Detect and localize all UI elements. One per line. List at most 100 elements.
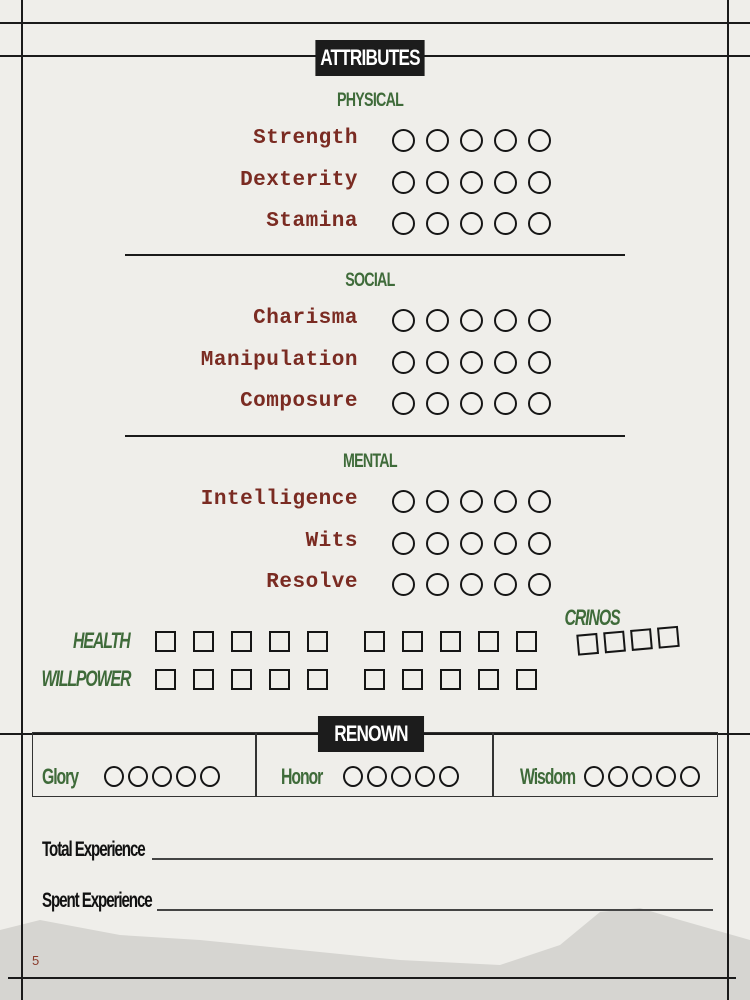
checkbox[interactable] xyxy=(155,669,176,690)
dot[interactable] xyxy=(528,129,551,152)
dot[interactable] xyxy=(392,573,415,596)
checkbox[interactable] xyxy=(440,669,461,690)
checkbox[interactable] xyxy=(364,669,385,690)
dot[interactable] xyxy=(392,531,415,555)
dot[interactable] xyxy=(528,212,551,235)
checkbox[interactable] xyxy=(516,669,537,690)
dot[interactable] xyxy=(494,350,517,374)
dot[interactable] xyxy=(460,573,483,596)
dot[interactable] xyxy=(528,170,551,194)
section-heading-social: SOCIAL xyxy=(0,270,740,292)
spent-experience-label: Spent Experience xyxy=(42,889,153,912)
dot[interactable] xyxy=(460,392,483,415)
dot[interactable] xyxy=(367,766,387,787)
dot[interactable] xyxy=(426,392,449,415)
dot[interactable] xyxy=(426,490,449,513)
dot[interactable] xyxy=(426,170,449,194)
checkbox[interactable] xyxy=(193,631,214,652)
dot[interactable] xyxy=(392,129,415,152)
dot[interactable] xyxy=(608,766,628,787)
checkbox[interactable] xyxy=(307,669,328,690)
dot[interactable] xyxy=(426,531,449,555)
dot[interactable] xyxy=(392,309,415,332)
dot[interactable] xyxy=(494,531,517,555)
dot[interactable] xyxy=(426,309,449,332)
dot[interactable] xyxy=(176,766,196,787)
section-heading-text: SOCIAL xyxy=(345,270,395,291)
renown-dots-honor xyxy=(343,766,459,787)
checkbox[interactable] xyxy=(402,669,423,690)
dot[interactable] xyxy=(460,350,483,374)
checkbox[interactable] xyxy=(364,631,385,652)
dot[interactable] xyxy=(494,490,517,513)
dot[interactable] xyxy=(656,766,676,787)
dot[interactable] xyxy=(392,490,415,513)
spent-experience-field[interactable] xyxy=(157,909,713,911)
dot[interactable] xyxy=(460,212,483,235)
checkbox[interactable] xyxy=(516,631,537,652)
checkbox[interactable] xyxy=(478,669,499,690)
dot[interactable] xyxy=(200,766,220,787)
dot[interactable] xyxy=(391,766,411,787)
dot[interactable] xyxy=(528,309,551,332)
total-experience-label: Total Experience xyxy=(42,838,146,861)
attribute-dots-stamina xyxy=(392,212,551,235)
health-label: HEALTH xyxy=(73,628,131,653)
dot[interactable] xyxy=(392,212,415,235)
checkbox[interactable] xyxy=(269,631,290,652)
checkbox[interactable] xyxy=(231,631,252,652)
checkbox[interactable] xyxy=(269,669,290,690)
total-experience-field[interactable] xyxy=(152,858,713,860)
attribute-label-stamina: Stamina xyxy=(266,210,358,233)
dot[interactable] xyxy=(104,766,124,787)
checkbox[interactable] xyxy=(603,630,626,654)
dot[interactable] xyxy=(128,766,148,787)
dot[interactable] xyxy=(426,573,449,596)
dot[interactable] xyxy=(528,490,551,513)
checkbox[interactable] xyxy=(630,628,653,651)
dot[interactable] xyxy=(415,766,435,787)
dot[interactable] xyxy=(494,309,517,332)
checkbox[interactable] xyxy=(576,632,600,656)
dot[interactable] xyxy=(392,392,415,415)
dot[interactable] xyxy=(460,309,483,332)
dot[interactable] xyxy=(528,531,551,555)
checkbox[interactable] xyxy=(478,631,499,652)
dot[interactable] xyxy=(426,350,449,374)
dot[interactable] xyxy=(528,392,551,415)
checkbox[interactable] xyxy=(656,625,680,649)
attribute-label-charisma: Charisma xyxy=(253,307,358,330)
checkbox[interactable] xyxy=(440,631,461,652)
dot[interactable] xyxy=(494,392,517,415)
dot[interactable] xyxy=(426,129,449,152)
checkbox[interactable] xyxy=(307,631,328,652)
dot[interactable] xyxy=(343,766,363,787)
attribute-dots-dexterity xyxy=(392,170,551,194)
dot[interactable] xyxy=(528,573,551,596)
checkbox[interactable] xyxy=(193,669,214,690)
dot[interactable] xyxy=(528,350,551,374)
dot[interactable] xyxy=(426,212,449,235)
checkbox[interactable] xyxy=(155,631,176,652)
dot[interactable] xyxy=(460,129,483,152)
attribute-label-composure: Composure xyxy=(240,390,358,413)
dot[interactable] xyxy=(439,766,459,787)
dot[interactable] xyxy=(392,350,415,374)
dot[interactable] xyxy=(494,573,517,596)
dot[interactable] xyxy=(152,766,172,787)
attribute-label-manipulation: Manipulation xyxy=(200,348,358,372)
dot[interactable] xyxy=(494,129,517,152)
dot[interactable] xyxy=(584,766,604,787)
checkbox[interactable] xyxy=(402,631,423,652)
dot[interactable] xyxy=(460,490,483,513)
renown-dots-glory xyxy=(104,766,220,787)
dot[interactable] xyxy=(680,766,700,787)
dot[interactable] xyxy=(494,212,517,235)
dot[interactable] xyxy=(494,170,517,194)
dot[interactable] xyxy=(460,531,483,555)
renown-dots-wisdom xyxy=(584,766,700,787)
dot[interactable] xyxy=(392,170,415,194)
dot[interactable] xyxy=(460,170,483,194)
checkbox[interactable] xyxy=(231,669,252,690)
dot[interactable] xyxy=(632,766,652,787)
